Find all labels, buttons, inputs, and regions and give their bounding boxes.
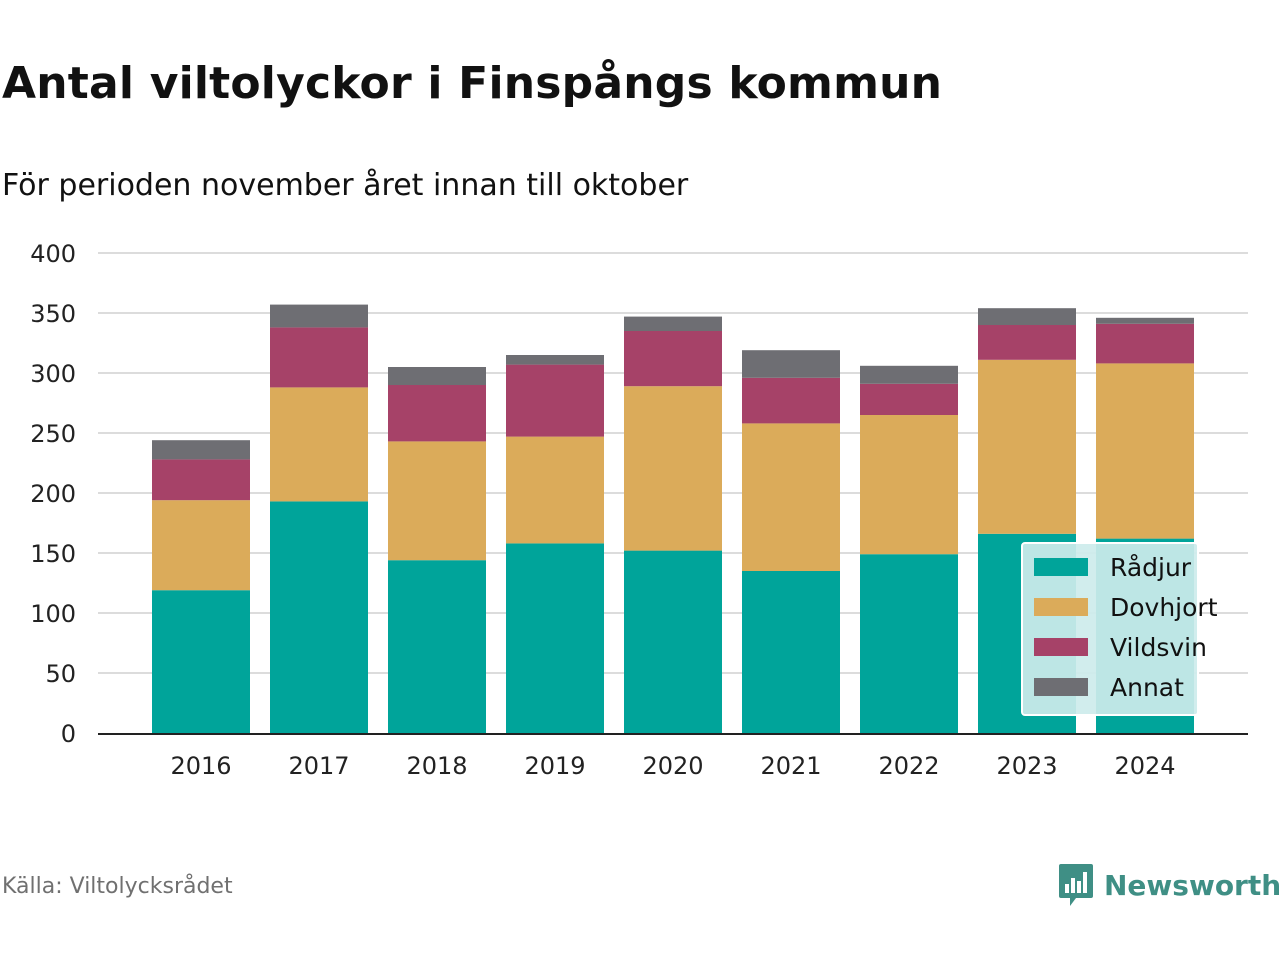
bar-segment-rådjur-2021 [742, 571, 840, 733]
legend: Rådjur Dovhjort Vildsvin Annat [1021, 542, 1218, 716]
y-tick-label: 50 [45, 660, 76, 688]
bar-segment-annat-2020 [624, 316, 722, 331]
bar-segment-annat-2017 [270, 304, 368, 328]
legend-swatch-vildsvin [1034, 638, 1088, 656]
x-axis-tick-labels: 2016 2017 2018 2019 2020 2021 2022 2023 2024 [170, 752, 1175, 780]
bar-segment-rådjur-2018 [388, 560, 486, 733]
bar-segment-annat-2016 [152, 440, 250, 460]
bars [152, 304, 1194, 733]
y-tick-label: 0 [61, 720, 76, 748]
legend-swatch-annat [1034, 678, 1088, 696]
bar-segment-vildsvin-2016 [152, 459, 250, 501]
legend-label-vildsvin: Vildsvin [1110, 633, 1207, 662]
legend-label-rådjur: Rådjur [1110, 553, 1192, 582]
legend-swatch-dovhjort [1034, 598, 1088, 616]
bar-segment-annat-2023 [978, 308, 1076, 325]
x-tick-label: 2020 [642, 752, 703, 780]
y-tick-label: 300 [30, 360, 76, 388]
y-axis-tick-labels: 0 50 100 150 200 250 300 350 400 [30, 240, 76, 748]
bar-segment-rådjur-2017 [270, 501, 368, 733]
legend-label-annat: Annat [1110, 673, 1184, 702]
legend-box [1021, 542, 1199, 716]
bar-segment-dovhjort-2018 [388, 441, 486, 561]
bar-segment-dovhjort-2019 [506, 436, 604, 544]
bar-segment-dovhjort-2016 [152, 500, 250, 591]
y-tick-label: 350 [30, 300, 76, 328]
x-tick-label: 2019 [524, 752, 585, 780]
bar-segment-dovhjort-2021 [742, 423, 840, 571]
bar-segment-vildsvin-2022 [860, 383, 958, 415]
y-tick-label: 100 [30, 600, 76, 628]
brand-name: Newsworthy [1104, 868, 1280, 902]
bar-segment-dovhjort-2020 [624, 386, 722, 551]
bar-segment-dovhjort-2022 [860, 415, 958, 555]
bar-segment-annat-2022 [860, 365, 958, 384]
bar-segment-rådjur-2020 [624, 550, 722, 733]
bar-segment-annat-2019 [506, 355, 604, 365]
brand-logo: Newsworthy [1058, 862, 1280, 908]
x-tick-label: 2021 [760, 752, 821, 780]
legend-label-dovhjort: Dovhjort [1110, 593, 1218, 622]
bar-segment-vildsvin-2021 [742, 377, 840, 424]
bar-segment-vildsvin-2017 [270, 327, 368, 388]
bar-segment-vildsvin-2019 [506, 364, 604, 437]
bar-segment-vildsvin-2018 [388, 385, 486, 442]
bar-segment-dovhjort-2023 [978, 359, 1076, 534]
y-tick-label: 150 [30, 540, 76, 568]
x-tick-label: 2024 [1114, 752, 1175, 780]
bar-segment-rådjur-2019 [506, 543, 604, 733]
bar-segment-annat-2024 [1096, 317, 1194, 324]
bar-segment-dovhjort-2024 [1096, 363, 1194, 539]
y-tick-label: 200 [30, 480, 76, 508]
x-tick-label: 2016 [170, 752, 231, 780]
newsworthy-logo-icon [1059, 864, 1093, 906]
source-note: Källa: Viltolycksrådet [2, 874, 233, 899]
bar-segment-rådjur-2016 [152, 590, 250, 733]
x-tick-label: 2023 [996, 752, 1057, 780]
x-tick-label: 2022 [878, 752, 939, 780]
y-tick-label: 250 [30, 420, 76, 448]
x-tick-label: 2017 [288, 752, 349, 780]
bar-segment-rådjur-2022 [860, 554, 958, 733]
bar-segment-annat-2018 [388, 367, 486, 385]
chart-title: Antal viltolyckor i Finspångs kommun [2, 58, 943, 109]
bar-segment-annat-2021 [742, 350, 840, 378]
bar-segment-vildsvin-2020 [624, 331, 722, 387]
bar-segment-dovhjort-2017 [270, 387, 368, 502]
x-tick-label: 2018 [406, 752, 467, 780]
bar-segment-vildsvin-2023 [978, 325, 1076, 360]
y-tick-label: 400 [30, 240, 76, 268]
chart-subtitle: För perioden november året innan till ok… [2, 168, 689, 203]
legend-swatch-rådjur [1034, 558, 1088, 576]
bar-segment-vildsvin-2024 [1096, 323, 1194, 364]
